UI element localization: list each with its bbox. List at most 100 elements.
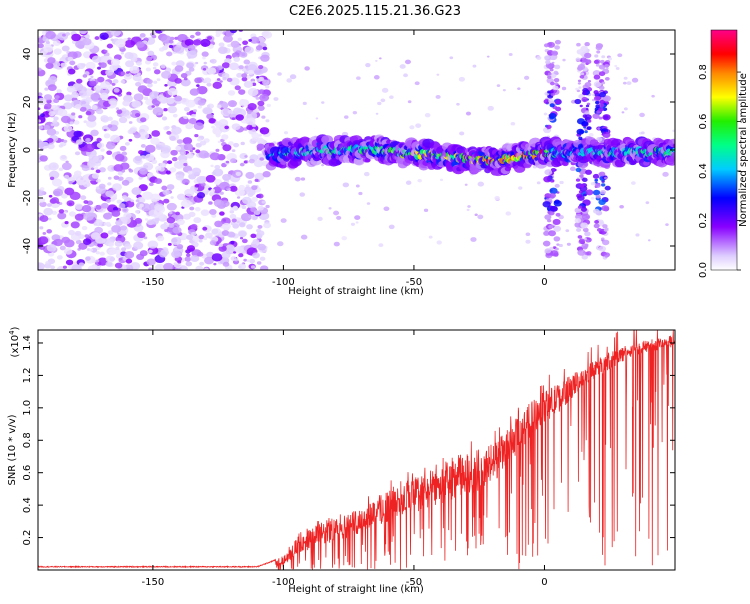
noise-blob: [229, 62, 239, 71]
noise-blob: [95, 259, 100, 263]
burst-blob: [546, 124, 552, 130]
noise-blob: [85, 61, 96, 70]
noise-blob: [229, 30, 238, 34]
noise-blob: [168, 39, 174, 44]
sparse-blob: [588, 132, 594, 137]
burst-blob: [547, 41, 556, 48]
noise-blob: [159, 162, 167, 168]
noise-blob: [143, 165, 149, 169]
noise-blob: [63, 248, 73, 255]
sparse-blob: [344, 115, 349, 119]
noise-blob: [119, 145, 127, 151]
noise-blob: [167, 160, 173, 165]
noise-blob: [224, 125, 229, 130]
burst-blob: [602, 69, 608, 73]
noise-blob: [198, 234, 205, 240]
noise-blob: [112, 79, 119, 84]
noise-blob: [211, 253, 223, 262]
noise-blob: [167, 88, 178, 96]
noise-blob: [210, 164, 214, 168]
noise-blob: [180, 78, 191, 87]
ridge-halo: [280, 160, 287, 166]
noise-blob: [115, 107, 120, 110]
noise-blob: [138, 206, 143, 210]
noise-blob: [58, 167, 64, 172]
burst-blob: [593, 59, 600, 64]
noise-blob: [82, 74, 88, 78]
noise-blob: [230, 221, 236, 226]
sparse-blob: [640, 131, 645, 135]
noise-blob: [263, 222, 272, 229]
sparse-blob: [375, 59, 378, 62]
burst-blob: [585, 107, 589, 111]
burst-blob: [604, 76, 610, 81]
sparse-blob: [464, 183, 468, 186]
sparse-blob: [465, 111, 472, 116]
noise-blob: [116, 151, 121, 155]
noise-blob: [87, 159, 96, 167]
noise-blob: [103, 49, 108, 53]
snr-y-tick-label: 0.4: [22, 497, 33, 513]
noise-blob: [128, 169, 134, 173]
noise-blob: [82, 238, 92, 245]
noise-blob: [95, 251, 100, 255]
noise-blob: [241, 196, 252, 205]
snr-y-multiplier: (x104): [8, 326, 21, 357]
sparse-blob: [615, 67, 620, 70]
burst-blob: [579, 184, 585, 188]
noise-blob: [81, 225, 88, 231]
noise-blob: [103, 212, 113, 220]
burst-blob: [580, 207, 588, 212]
noise-blob: [71, 112, 76, 116]
snr-y-tick-label: 1.4: [22, 335, 33, 351]
noise-blob: [59, 245, 66, 251]
noise-blob: [45, 62, 54, 69]
snr-y-tick-label: 0.2: [22, 530, 33, 546]
burst-blob: [593, 90, 599, 95]
noise-blob: [213, 199, 224, 208]
noise-blob: [222, 76, 227, 81]
noise-blob: [217, 46, 228, 54]
noise-blob: [69, 121, 74, 125]
noise-blob: [90, 75, 94, 79]
sparse-blob: [321, 101, 325, 104]
noise-blob: [94, 166, 99, 170]
sparse-blob: [510, 121, 516, 126]
burst-blob: [593, 71, 599, 76]
noise-blob: [193, 217, 202, 224]
noise-blob: [145, 98, 154, 106]
noise-blob: [47, 84, 57, 92]
noise-blob: [100, 232, 109, 239]
noise-blob: [238, 222, 246, 228]
noise-blob: [192, 109, 197, 113]
noise-blob: [211, 213, 217, 218]
noise-blob: [215, 148, 220, 152]
noise-blob: [249, 138, 257, 144]
noise-blob: [250, 207, 257, 213]
burst-blob: [579, 104, 583, 108]
burst-blob: [553, 77, 560, 83]
noise-blob: [238, 253, 244, 258]
sparse-blob: [558, 243, 563, 248]
burst-blob: [553, 236, 561, 242]
noise-blob: [147, 83, 153, 88]
noise-blob: [89, 80, 97, 87]
noise-blob: [247, 64, 258, 72]
burst-blob: [595, 63, 600, 67]
burst-blob: [598, 116, 603, 120]
noise-blob: [125, 71, 130, 74]
noise-blob: [210, 188, 215, 193]
burst-blob: [555, 247, 559, 251]
sparse-blob: [477, 214, 484, 220]
figure-title: C2E6.2025.115.21.36.G23: [289, 4, 461, 19]
noise-blob: [95, 108, 104, 115]
noise-blob: [99, 92, 109, 100]
burst-blob: [585, 239, 590, 243]
noise-blob: [81, 204, 92, 213]
noise-blob: [144, 153, 155, 162]
noise-blob: [90, 129, 99, 137]
burst-blob: [584, 42, 590, 47]
burst-blob: [574, 207, 582, 214]
noise-blob: [106, 150, 113, 155]
noise-blob: [200, 209, 210, 216]
